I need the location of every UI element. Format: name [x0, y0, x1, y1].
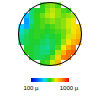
svg-text:100 µ: 100 µ — [23, 85, 39, 91]
svg-text:1000 µ: 1000 µ — [60, 85, 79, 91]
